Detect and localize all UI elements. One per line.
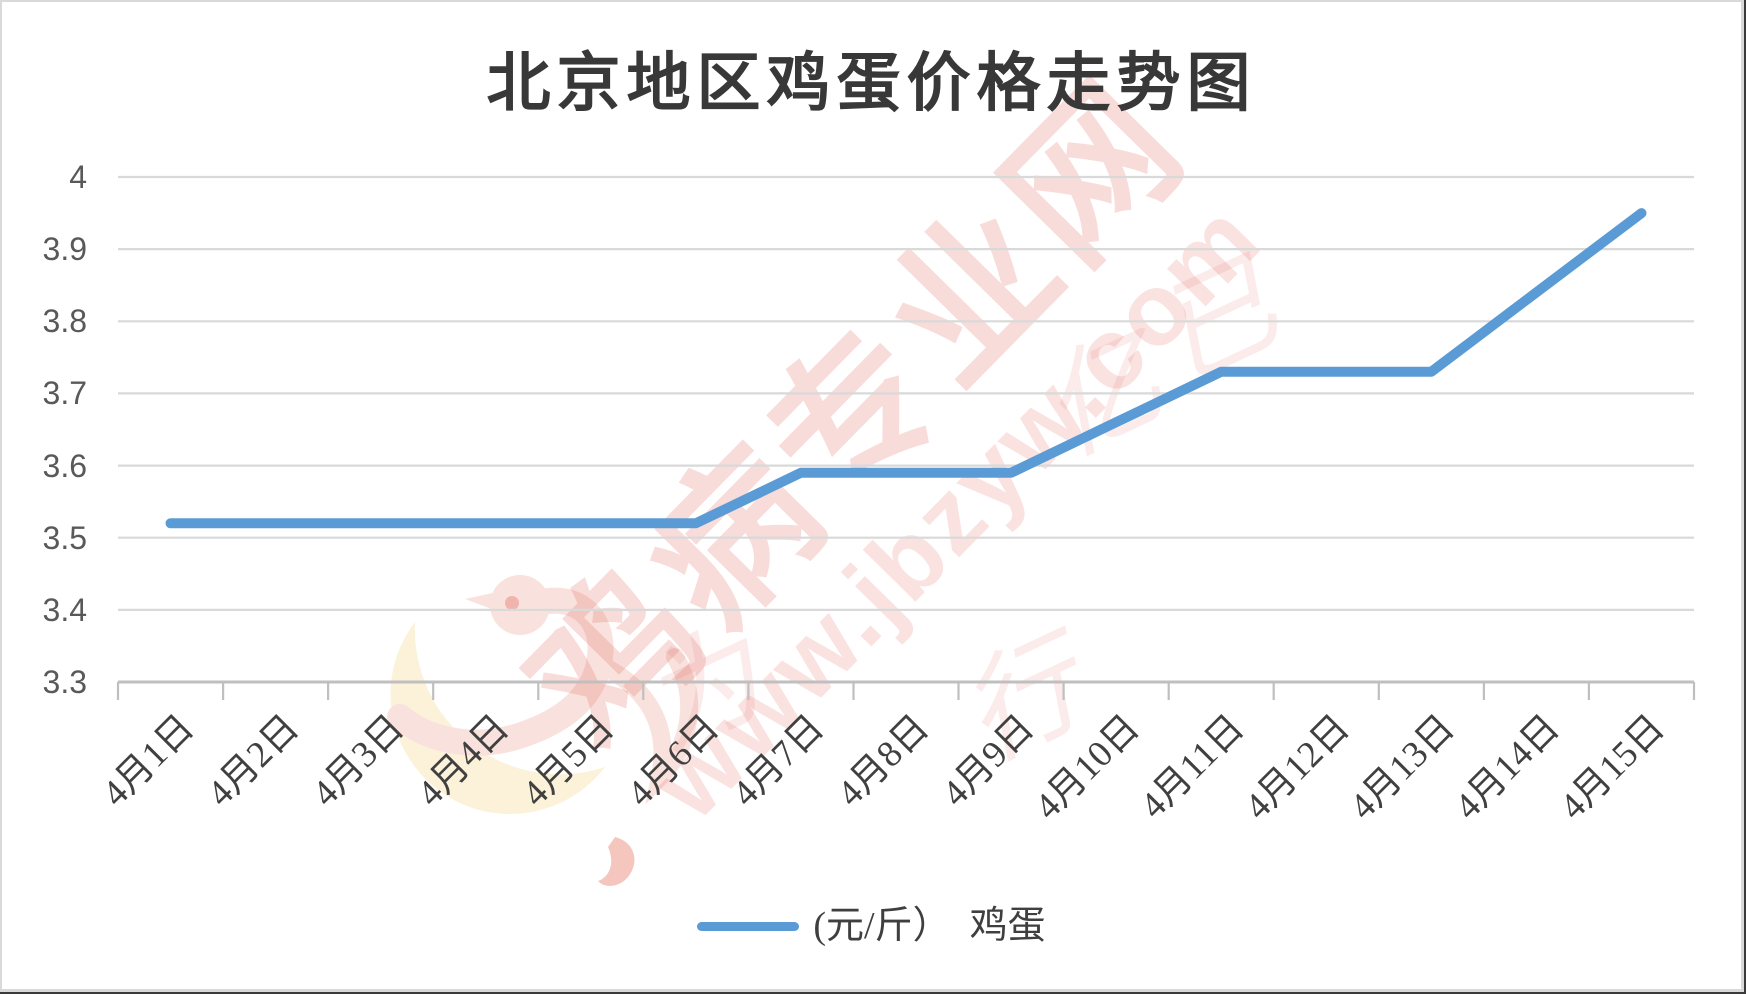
- legend-line-swatch: [697, 921, 800, 931]
- y-axis-tick-label: 4: [69, 159, 87, 195]
- y-axis-tick-label: 3.4: [42, 591, 87, 628]
- legend: (元/斤） 鸡蛋: [2, 900, 1741, 952]
- y-axis-tick-label: 3.6: [42, 447, 87, 484]
- egg-price-line: [165, 208, 1647, 529]
- y-axis-tick-label: 3.8: [42, 303, 87, 340]
- chart-title: 北京地区鸡蛋价格走势图: [486, 48, 1257, 119]
- y-axis-tick-label: 3.7: [42, 375, 87, 412]
- y-axis-tick-label: 3.9: [42, 231, 87, 268]
- y-axis-tick-label: 3.3: [42, 664, 87, 700]
- legend-series-label: (元/斤） 鸡蛋: [813, 905, 1046, 947]
- y-axis-tick-label: 3.5: [42, 519, 87, 556]
